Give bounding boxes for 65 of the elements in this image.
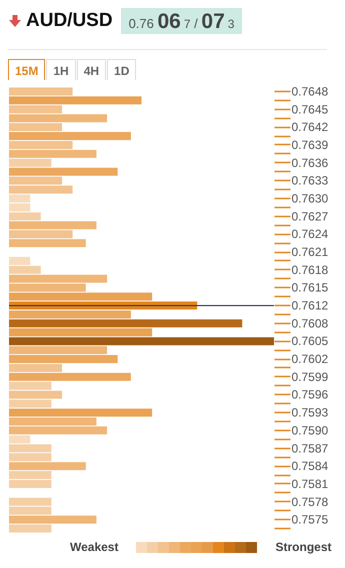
y-tick-label: 0.7630 [292, 192, 329, 206]
y-tick-label: 0.7636 [292, 156, 329, 170]
bar [9, 292, 152, 301]
bar [9, 355, 118, 364]
y-tick-label: 0.7621 [292, 245, 329, 260]
bar [9, 221, 96, 230]
text: 1H [46, 59, 76, 83]
bar [9, 524, 52, 533]
bar [9, 266, 41, 274]
bar [9, 382, 52, 390]
y-tick-label: 0.7575 [292, 512, 329, 527]
bar [9, 105, 62, 114]
bar [9, 400, 52, 408]
bar [9, 435, 30, 444]
text: Strongest [275, 540, 332, 554]
text: 1D [107, 59, 136, 83]
bar [9, 140, 73, 149]
y-tick-label: 0.7587 [292, 441, 329, 456]
bar [9, 96, 142, 104]
bar [9, 114, 108, 122]
y-tick-label: 0.7624 [292, 227, 329, 242]
y-tick-label: 0.7590 [292, 423, 329, 438]
y-tick-label: 0.7615 [292, 280, 329, 295]
bar [9, 132, 131, 140]
y-tick-label: 0.7645 [292, 102, 329, 116]
bar [9, 462, 86, 470]
bar [9, 87, 73, 96]
bar [9, 390, 62, 399]
y-tick-label: 0.7639 [292, 138, 329, 152]
bar [9, 230, 73, 238]
bar [9, 158, 52, 167]
y-tick-label: 0.7605 [292, 334, 329, 348]
text: Weakest [70, 540, 118, 554]
bar [9, 123, 62, 132]
bar [9, 310, 131, 318]
y-tick-label: 0.7627 [292, 209, 329, 224]
y-tick-label: 0.7648 [292, 84, 329, 98]
bar [9, 346, 108, 354]
y-tick-label: 0.7608 [292, 316, 329, 330]
y-tick-label: 0.7581 [292, 476, 329, 491]
y-tick-label: 0.7612 [292, 298, 329, 313]
y-tick-label: 0.7599 [292, 370, 329, 384]
bar [9, 239, 86, 248]
bar [9, 372, 131, 381]
bar [9, 408, 152, 417]
bar [9, 256, 30, 265]
text: 15M [8, 59, 46, 85]
y-tick-label: 0.7593 [292, 406, 329, 420]
bar [9, 328, 152, 336]
bar [9, 364, 62, 372]
y-tick-label: 0.7642 [292, 120, 329, 134]
bar [9, 319, 242, 328]
bar [9, 212, 41, 220]
chart-title: AUD/USD [26, 10, 113, 32]
y-tick-label: 0.7602 [292, 352, 329, 366]
y-tick-label: 0.7618 [292, 262, 329, 277]
y-tick-label: 0.7584 [292, 459, 329, 474]
bar [9, 337, 274, 346]
y-tick-label: 0.7596 [292, 388, 329, 402]
bar [9, 150, 96, 158]
text: 4H [76, 59, 106, 83]
bar [9, 516, 96, 524]
y-tick-label: 0.7633 [292, 174, 329, 188]
y-tick-label: 0.7578 [292, 494, 329, 509]
bar [9, 168, 118, 176]
